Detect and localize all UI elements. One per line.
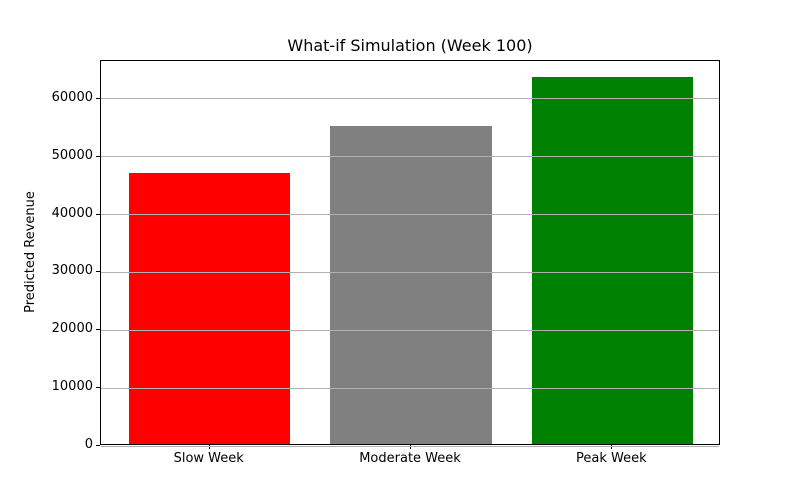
y-tick-label-20000: 20000 xyxy=(51,321,93,337)
gridline-0 xyxy=(101,445,719,447)
y-tick-20000 xyxy=(96,329,100,331)
x-tick-label-moderate-week: Moderate Week xyxy=(359,451,461,466)
y-tick-60000 xyxy=(96,97,100,99)
y-tick-label-30000: 30000 xyxy=(51,263,93,279)
y-tick-label-40000: 40000 xyxy=(51,205,93,221)
y-tick-40000 xyxy=(96,213,100,215)
plot-area xyxy=(100,60,720,447)
x-tick-moderate-week xyxy=(410,445,411,449)
gridline-20000 xyxy=(101,329,719,331)
bar-slow-week xyxy=(129,172,291,444)
x-tick-label-peak-week: Peak Week xyxy=(575,451,647,466)
gridline-30000 xyxy=(101,271,719,273)
y-tick-0 xyxy=(96,445,100,446)
x-tick-peak-week xyxy=(611,445,613,449)
y-tick-10000 xyxy=(96,387,100,389)
gridline-10000 xyxy=(101,387,719,389)
bar-moderate-week xyxy=(330,125,492,444)
y-tick-30000 xyxy=(96,271,100,273)
gridline-50000 xyxy=(101,156,719,158)
y-tick-label-10000: 10000 xyxy=(51,379,93,395)
bar-peak-week xyxy=(531,77,693,444)
gridline-60000 xyxy=(101,98,719,100)
y-tick-label-50000: 50000 xyxy=(51,147,93,163)
x-tick-label-slow-week: Slow Week xyxy=(173,451,244,466)
chart-title: What-if Simulation (Week 100) xyxy=(287,36,533,55)
gridline-40000 xyxy=(101,214,719,216)
y-tick-50000 xyxy=(96,155,100,157)
y-tick-label-0: 0 xyxy=(84,437,93,452)
y-tick-label-60000: 60000 xyxy=(51,89,93,105)
x-tick-slow-week xyxy=(208,445,210,449)
